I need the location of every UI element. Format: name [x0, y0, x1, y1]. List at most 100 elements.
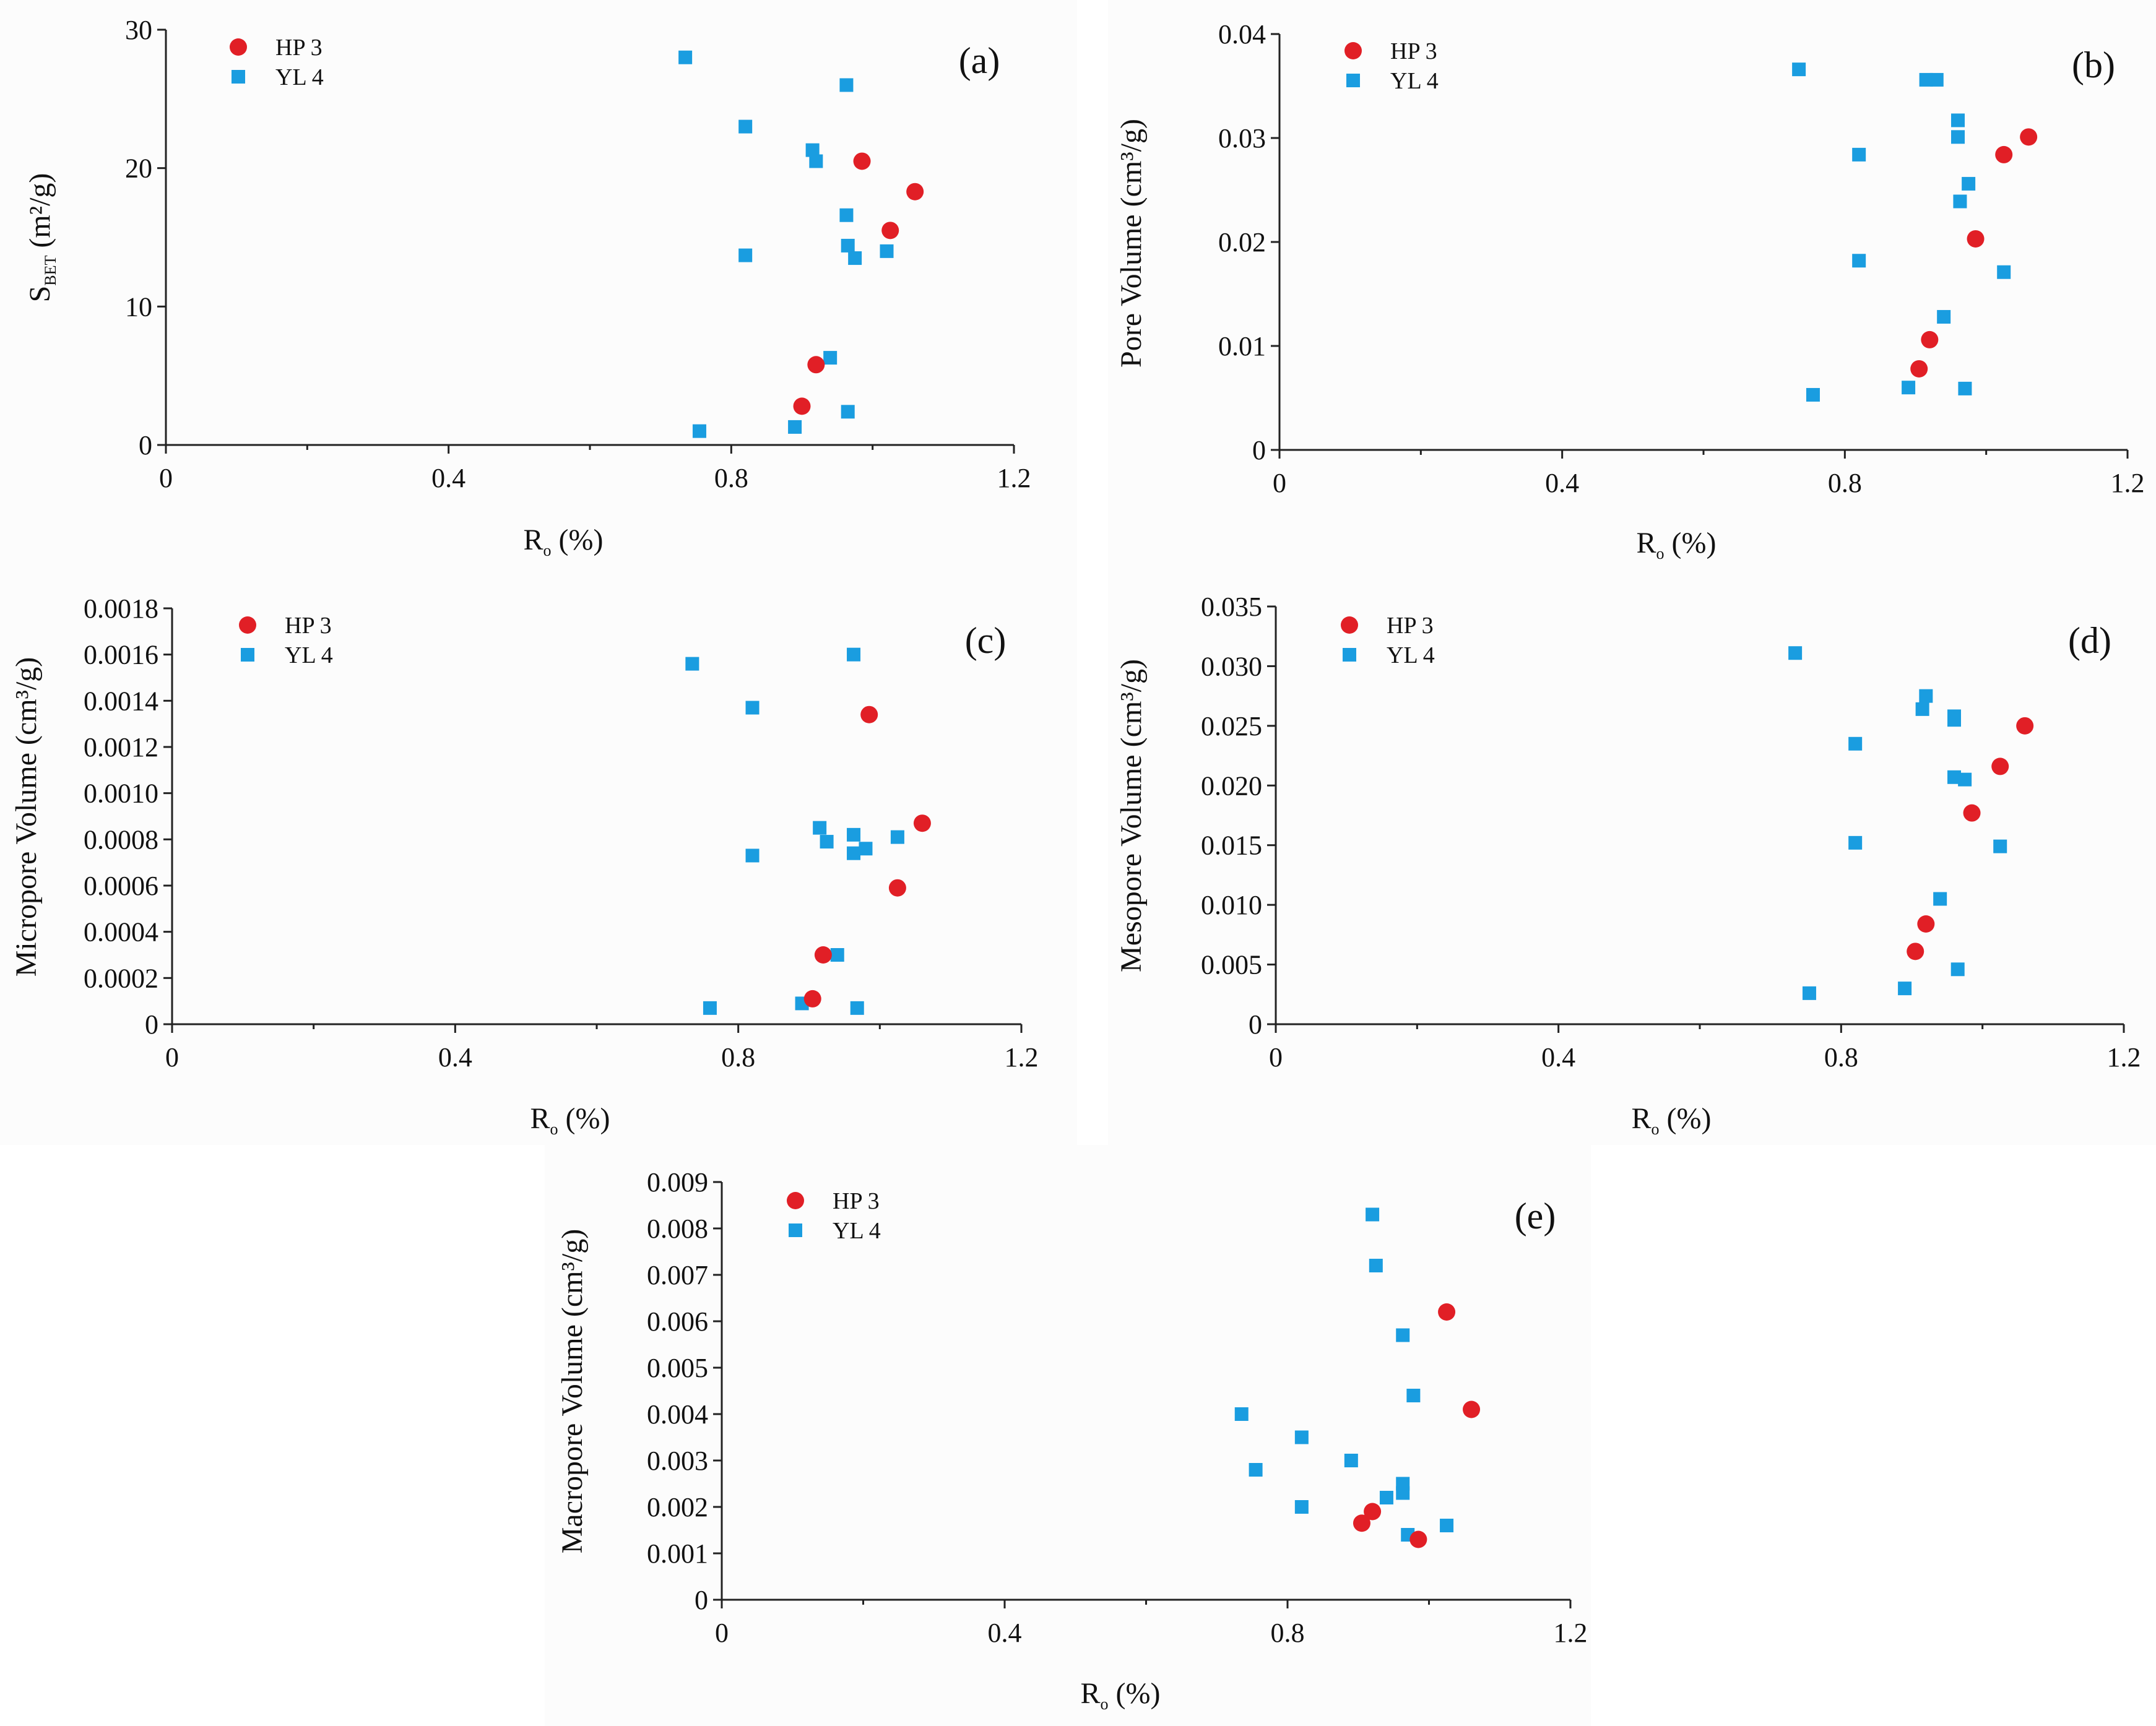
- x-tick-label-e: 0.4: [988, 1618, 1022, 1648]
- legend-marker-hp3: [1344, 42, 1362, 59]
- x-tick-label-a: 0.4: [431, 463, 465, 493]
- y-tick-label-b: 0: [1252, 435, 1266, 465]
- data-point-yl4: [1958, 772, 1972, 787]
- data-point-yl4: [1951, 130, 1965, 144]
- data-point-hp3: [1438, 1303, 1456, 1321]
- y-tick-label-a: 30: [125, 15, 152, 45]
- data-point-hp3: [881, 222, 899, 239]
- data-point-hp3: [2020, 128, 2038, 146]
- y-tick-label-c: 0.0018: [84, 593, 158, 624]
- y-axis-label-e-main: Macropore Volume (cm³/g): [556, 1229, 589, 1553]
- y-tick-label-e: 0.003: [647, 1446, 708, 1476]
- x-axis-label-d-main: R: [1632, 1102, 1652, 1135]
- x-axis-label-b-rest: (%): [1665, 527, 1717, 559]
- data-point-yl4: [830, 948, 844, 962]
- data-point-yl4: [1947, 713, 1961, 727]
- x-tick-label-d: 0.8: [1824, 1042, 1858, 1072]
- x-axis-label-d-sub: o: [1652, 1120, 1660, 1138]
- data-point-hp3: [1907, 943, 1924, 960]
- data-point-yl4: [809, 154, 823, 168]
- data-point-yl4: [1929, 72, 1944, 87]
- data-point-yl4: [1997, 265, 2011, 279]
- x-axis-label-e-sub: o: [1101, 1695, 1109, 1713]
- x-tick-label-a: 0: [159, 463, 173, 493]
- data-point-yl4: [1366, 1207, 1380, 1222]
- legend-marker-yl4: [1343, 648, 1356, 662]
- data-point-hp3: [1995, 145, 2013, 163]
- data-point-hp3: [1910, 360, 1928, 378]
- x-axis-label-d-rest: (%): [1660, 1102, 1712, 1135]
- y-axis-label-a: SBET (m²/g): [24, 173, 59, 303]
- legend-marker-yl4: [232, 70, 245, 84]
- data-point-hp3: [1409, 1530, 1427, 1548]
- x-tick-label-c: 0: [165, 1042, 179, 1072]
- data-point-yl4: [1962, 176, 1976, 191]
- x-axis-label-c-rest: (%): [558, 1102, 610, 1135]
- y-axis-label-b: Pore Volume (cm³/g): [1115, 119, 1148, 368]
- y-tick-label-e: 0.004: [647, 1399, 708, 1430]
- x-tick-label-b: 0.8: [1828, 468, 1862, 498]
- y-axis-label-d: Mesopore Volume (cm³/g): [1115, 659, 1148, 972]
- legend-marker-yl4: [789, 1223, 802, 1237]
- data-point-yl4: [1953, 194, 1967, 209]
- data-point-yl4: [1937, 309, 1951, 324]
- data-point-yl4: [1919, 689, 1933, 703]
- y-axis-label-a-sub: BET: [41, 255, 59, 285]
- data-point-yl4: [823, 351, 838, 365]
- data-point-yl4: [1396, 1486, 1410, 1500]
- y-axis-label-b-main: Pore Volume (cm³/g): [1115, 119, 1148, 368]
- panel-a: 0 10 20 30 0 0.4 0.8 1.2 Ro (%) SBET (m²/g) (a) HP …: [24, 15, 1031, 559]
- y-tick-label-c: 0: [145, 1009, 158, 1040]
- y-axis-label-a-rest: (m²/g): [24, 173, 56, 256]
- legend-label-b: HP 3: [1390, 38, 1437, 64]
- data-point-hp3: [807, 356, 825, 374]
- data-point-yl4: [738, 119, 753, 134]
- data-point-yl4: [1898, 982, 1912, 996]
- x-axis-label-b-sub: o: [1656, 545, 1665, 563]
- x-axis-label-b-main: R: [1637, 527, 1656, 559]
- data-point-yl4: [1950, 962, 1965, 977]
- x-tick-label-b: 1.2: [2111, 468, 2145, 498]
- y-tick-label-a: 10: [125, 291, 152, 322]
- data-point-yl4: [1294, 1500, 1309, 1514]
- y-tick-label-c: 0.0012: [84, 732, 158, 762]
- y-tick-label-c: 0.0010: [84, 779, 158, 809]
- x-axis-label-a-sub: o: [543, 542, 552, 559]
- data-point-hp3: [1917, 915, 1935, 933]
- legend-marker-hp3: [230, 38, 247, 56]
- y-tick-label-c: 0.0004: [84, 917, 158, 947]
- data-point-yl4: [703, 1001, 717, 1015]
- data-point-yl4: [1947, 770, 1961, 784]
- x-axis-label-e: Ro (%): [1081, 1677, 1161, 1713]
- panel-label-a: (a): [959, 40, 1000, 81]
- panel-label-d: (d): [2068, 620, 2111, 661]
- y-tick-label-b: 0.03: [1218, 123, 1266, 153]
- data-point-yl4: [841, 238, 855, 252]
- data-point-yl4: [1902, 381, 1916, 395]
- data-point-yl4: [847, 846, 861, 860]
- panel-label-c: (c): [965, 620, 1007, 661]
- y-axis-label-c: Micropore Volume (cm³/g): [10, 657, 43, 977]
- x-tick-label-e: 0: [715, 1618, 729, 1648]
- panel-e: 0 0.001 0.002 0.003 0.004 0.005 0.006 0.007 0.00…: [556, 1167, 1588, 1713]
- x-axis-label-a-rest: (%): [552, 524, 604, 556]
- data-point-yl4: [1234, 1407, 1249, 1421]
- data-point-yl4: [1440, 1519, 1454, 1532]
- data-point-yl4: [1788, 646, 1803, 660]
- data-point-yl4: [1848, 835, 1863, 850]
- legend-marker-yl4: [1346, 74, 1360, 87]
- y-axis-label-c-main: Micropore Volume (cm³/g): [10, 657, 43, 977]
- data-point-yl4: [805, 143, 820, 157]
- panel-label-e: (e): [1515, 1196, 1556, 1236]
- panel-c: 0 0.0002 0.0004 0.0006 0.0008 0.0010 0.0012 0.0…: [10, 593, 1039, 1138]
- y-tick-label-e: 0: [695, 1585, 708, 1615]
- x-tick-label-d: 0.4: [1541, 1042, 1575, 1072]
- y-tick-label-d: 0.010: [1201, 890, 1262, 920]
- legend-marker-hp3: [239, 616, 256, 634]
- y-tick-label-e: 0.006: [647, 1306, 708, 1337]
- y-tick-label-e: 0.007: [647, 1260, 708, 1290]
- panel-d: 0 0.005 0.010 0.015 0.020 0.025 0.030 0.035 0 0.4…: [1115, 592, 2141, 1138]
- data-point-hp3: [1364, 1503, 1382, 1521]
- data-point-yl4: [1852, 254, 1866, 268]
- x-tick-label-b: 0.4: [1545, 468, 1579, 498]
